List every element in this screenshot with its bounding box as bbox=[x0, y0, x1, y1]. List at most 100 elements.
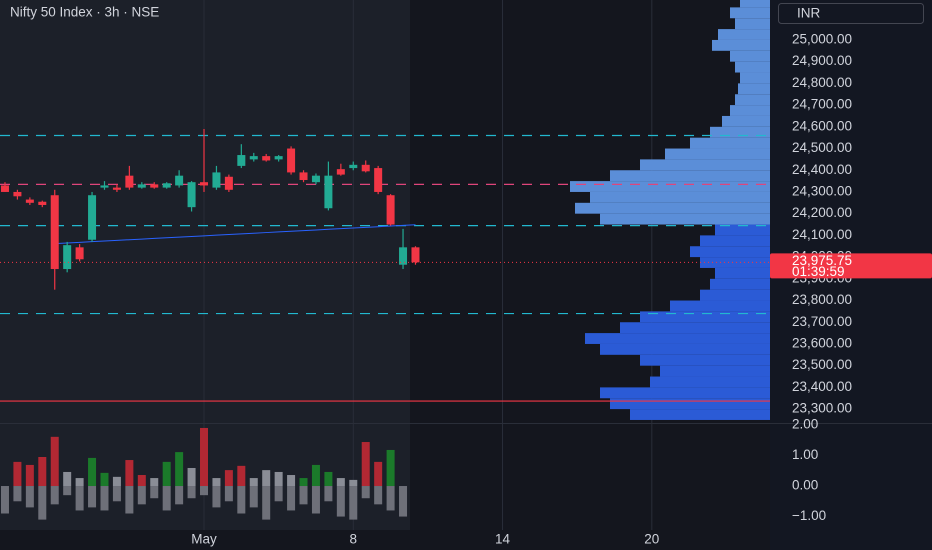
indicator-bar bbox=[287, 475, 296, 487]
y-tick-label: 0.00 bbox=[792, 478, 818, 493]
indicator-bar bbox=[349, 479, 358, 487]
indicator-bar bbox=[324, 471, 333, 487]
indicator-bar bbox=[88, 486, 97, 508]
y-tick-label: 23,400.00 bbox=[792, 379, 852, 394]
profile-bar bbox=[600, 387, 770, 399]
y-tick-label: 1.00 bbox=[792, 447, 818, 462]
indicator-bar bbox=[311, 486, 320, 514]
candle-body bbox=[175, 175, 184, 186]
profile-bar bbox=[660, 365, 770, 377]
profile-bar bbox=[585, 333, 770, 344]
profile-bar bbox=[610, 398, 770, 410]
indicator-bar bbox=[50, 486, 59, 505]
profile-bar bbox=[710, 126, 770, 138]
indicator-bar bbox=[249, 478, 258, 487]
candle-body bbox=[137, 184, 146, 188]
indicator-bar bbox=[299, 478, 308, 487]
candle-body bbox=[200, 182, 209, 186]
candle-body bbox=[336, 169, 345, 175]
indicator-bar bbox=[25, 486, 34, 508]
indicator-bar bbox=[374, 461, 383, 487]
last-price-box bbox=[770, 253, 932, 279]
indicator-bar bbox=[200, 486, 209, 496]
indicator-bar bbox=[162, 486, 171, 511]
indicator-bar bbox=[100, 472, 109, 487]
indicator-bar bbox=[386, 486, 395, 511]
indicator-bar bbox=[50, 436, 59, 487]
profile-bar bbox=[715, 267, 770, 279]
last-price-label: 23,975.75 bbox=[792, 253, 852, 268]
profile-bar bbox=[735, 61, 770, 73]
profile-bar bbox=[575, 202, 770, 214]
candle-body bbox=[212, 172, 221, 188]
candle-body bbox=[299, 172, 308, 181]
indicator-bar bbox=[274, 471, 283, 487]
average-line bbox=[54, 224, 416, 245]
chart-title: Nifty 50 Index · 3h · NSE bbox=[10, 5, 159, 20]
y-tick-label: 24,500.00 bbox=[792, 140, 852, 155]
indicator-bar bbox=[75, 486, 84, 511]
y-tick-label: 24,300.00 bbox=[792, 184, 852, 199]
candle-body bbox=[162, 183, 171, 188]
indicator-bar bbox=[237, 486, 246, 514]
indicator-bar bbox=[386, 449, 395, 487]
countdown: 01:39:59 bbox=[792, 264, 845, 279]
y-tick-label: 23,300.00 bbox=[792, 401, 852, 416]
profile-bar bbox=[718, 29, 770, 40]
indicator-bar bbox=[25, 464, 34, 487]
indicator-bar bbox=[200, 427, 209, 487]
indicator-bar bbox=[274, 486, 283, 502]
candle-body bbox=[50, 195, 59, 270]
profile-bar bbox=[640, 159, 770, 171]
y-tick-label: 24,600.00 bbox=[792, 118, 852, 133]
profile-bar bbox=[600, 343, 770, 355]
profile-bar bbox=[700, 289, 770, 301]
profile-bar bbox=[640, 311, 770, 323]
currency[interactable]: INR bbox=[797, 6, 821, 21]
profile-bar bbox=[630, 409, 770, 420]
x-tick-label: May bbox=[191, 532, 217, 547]
y-tick-label: 24,200.00 bbox=[792, 205, 852, 220]
indicator-bar bbox=[38, 486, 47, 520]
profile-bar bbox=[590, 191, 770, 203]
candle-body bbox=[249, 156, 258, 160]
profile-bar bbox=[740, 72, 770, 84]
currency-box[interactable] bbox=[778, 3, 924, 24]
y-tick-label: 23,800.00 bbox=[792, 292, 852, 307]
indicator-bar bbox=[112, 476, 121, 487]
indicator-bar bbox=[63, 486, 72, 496]
indicator-bar bbox=[0, 486, 9, 514]
profile-bar bbox=[690, 246, 770, 258]
profile-bar bbox=[735, 18, 770, 30]
indicator-bar bbox=[311, 464, 320, 487]
candle-body bbox=[125, 175, 134, 188]
candle-body bbox=[324, 175, 333, 209]
indicator-bar bbox=[175, 452, 184, 487]
y-tick-label: 25,000.00 bbox=[792, 32, 852, 47]
candle-body bbox=[0, 185, 9, 192]
candle-body bbox=[150, 184, 159, 188]
profile-bar bbox=[735, 94, 770, 106]
indicator-bar bbox=[224, 470, 233, 487]
indicator-bar bbox=[137, 475, 146, 487]
profile-bar bbox=[670, 300, 770, 312]
profile-bar bbox=[740, 0, 770, 8]
candle-body bbox=[25, 199, 34, 203]
indicator-bar bbox=[212, 478, 221, 487]
indicator-bar bbox=[150, 478, 159, 487]
candle-body bbox=[187, 182, 196, 208]
indicator-bar bbox=[336, 486, 345, 517]
candle-body bbox=[100, 185, 109, 188]
profile-bar bbox=[620, 322, 770, 334]
candle-body bbox=[386, 195, 395, 225]
profile-bar bbox=[722, 115, 770, 127]
candle-body bbox=[63, 245, 72, 270]
profile-bar bbox=[730, 50, 770, 62]
indicator-bar bbox=[13, 486, 22, 502]
profile-bar bbox=[712, 39, 770, 51]
candle-body bbox=[274, 156, 283, 160]
candle-body bbox=[399, 247, 408, 265]
y-tick-label: 23,700.00 bbox=[792, 314, 852, 329]
